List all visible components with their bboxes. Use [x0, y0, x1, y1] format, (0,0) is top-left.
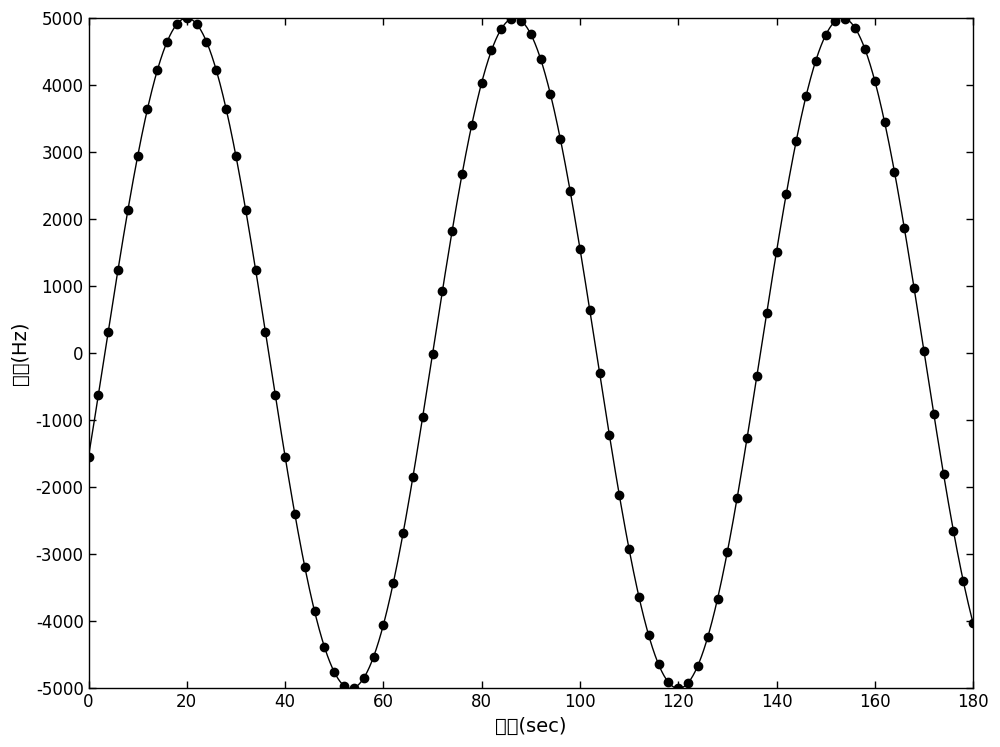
Y-axis label: 频率(Hz): 频率(Hz) — [11, 321, 30, 385]
X-axis label: 时间(sec): 时间(sec) — [495, 717, 567, 736]
